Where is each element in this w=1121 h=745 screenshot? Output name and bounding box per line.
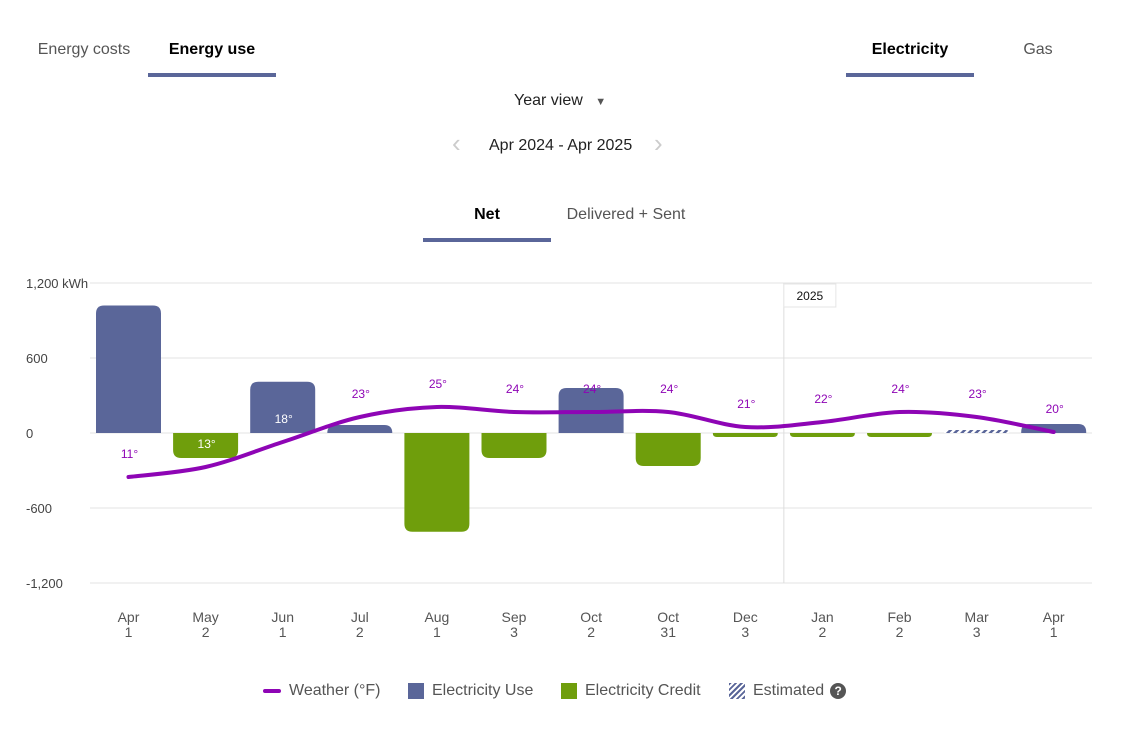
- chevron-right-icon[interactable]: ›: [654, 128, 663, 158]
- x-tick-month: Sep: [502, 609, 527, 625]
- electricity-use-bar: [1021, 424, 1087, 433]
- x-tick-month: Oct: [657, 609, 679, 625]
- x-tick-month: Apr: [118, 609, 140, 625]
- x-tick-month: Mar: [965, 609, 989, 625]
- y-tick-label: -1,200: [26, 576, 63, 591]
- electricity-use-bar: [250, 381, 316, 433]
- question-circle-icon[interactable]: ?: [830, 683, 847, 699]
- electricity-credit-bar: [867, 433, 932, 437]
- x-tick-day: 1: [1050, 624, 1058, 640]
- legend-label: Electricity Credit: [585, 682, 701, 699]
- x-tick-day: 2: [202, 624, 210, 640]
- weather-line: [126, 404, 1056, 479]
- legend-label: Estimated: [753, 682, 825, 699]
- caret-down-icon: ▼: [595, 96, 607, 108]
- x-tick-month: Jun: [271, 609, 294, 625]
- x-tick-day: 1: [433, 624, 441, 640]
- electricity-credit-bar: [635, 433, 701, 466]
- x-tick-day: 2: [819, 624, 827, 640]
- legend-label: Electricity Use: [432, 682, 534, 699]
- tab-energy-costs[interactable]: Energy costs: [37, 41, 131, 58]
- legend-estimated: Estimated ?: [729, 682, 847, 700]
- year-marker-box: [783, 283, 837, 308]
- x-tick-day: 1: [279, 624, 287, 640]
- x-tick-month: Apr: [1043, 609, 1065, 625]
- tab-gas[interactable]: Gas: [1023, 41, 1053, 58]
- y-tick-label: -600: [26, 501, 52, 516]
- estimated-bar: [944, 430, 1010, 433]
- legend-label: Weather (°F): [289, 682, 381, 699]
- y-tick-label: 0: [26, 426, 33, 441]
- x-tick-day: 1: [125, 624, 133, 640]
- weather-label: 23°: [352, 387, 370, 401]
- view-select-value: Year view: [514, 92, 583, 109]
- hatched-square-icon: [729, 683, 745, 699]
- y-tick-label: 1,200 kWh: [26, 276, 88, 291]
- chevron-left-icon[interactable]: ‹: [452, 128, 461, 158]
- line-legend-icon: [263, 689, 281, 693]
- x-tick-day: 3: [510, 624, 518, 640]
- electricity-credit-bar: [173, 433, 239, 458]
- weather-label: 22°: [814, 392, 832, 406]
- x-tick-day: 2: [356, 624, 364, 640]
- x-tick-month: May: [192, 609, 218, 625]
- weather-label: 21°: [737, 397, 755, 411]
- x-tick-day: 2: [587, 624, 595, 640]
- tab-energy-use[interactable]: Energy use: [168, 41, 256, 58]
- tab-underline: [148, 73, 276, 77]
- electricity-credit-bar: [789, 433, 855, 437]
- weather-label: 24°: [891, 382, 909, 396]
- tab-underline: [846, 73, 974, 77]
- weather-label: 18°: [275, 412, 293, 426]
- x-tick-month: Feb: [887, 609, 911, 625]
- electricity-credit-bar: [481, 433, 547, 458]
- date-range-label: Apr 2024 - Apr 2025: [489, 137, 633, 154]
- weather-label: 20°: [1046, 402, 1064, 416]
- electricity-use-bar: [327, 425, 393, 433]
- weather-label: 23°: [969, 387, 987, 401]
- y-tick-label: 600: [26, 351, 48, 366]
- weather-label: 24°: [583, 382, 601, 396]
- x-tick-month: Oct: [580, 609, 602, 625]
- x-tick-month: Jul: [351, 609, 369, 625]
- x-tick-day: 2: [896, 624, 904, 640]
- view-select[interactable]: Year view ▼: [514, 92, 606, 110]
- weather-label: 24°: [506, 382, 524, 396]
- tab-net[interactable]: Net: [474, 206, 500, 223]
- tab-underline: [423, 238, 551, 242]
- x-tick-day: 31: [660, 624, 676, 640]
- weather-label: 24°: [660, 382, 678, 396]
- energy-chart: 1,200 kWh6000-600-1,2002025Apr1May2Jun1J…: [26, 276, 1092, 640]
- x-tick-month: Jan: [811, 609, 834, 625]
- weather-label: 13°: [198, 437, 216, 451]
- legend-electricity-use: Electricity Use: [408, 682, 533, 700]
- square-green-icon: [561, 683, 577, 699]
- x-tick-day: 3: [973, 624, 981, 640]
- x-tick-month: Aug: [424, 609, 449, 625]
- tab-electricity[interactable]: Electricity: [871, 41, 949, 58]
- x-tick-month: Dec: [733, 609, 758, 625]
- electricity-credit-bar: [712, 433, 778, 437]
- weather-label: 25°: [429, 377, 447, 391]
- weather-label: 11°: [121, 447, 138, 461]
- square-blue-icon: [408, 683, 424, 699]
- electricity-use-bar: [96, 305, 161, 433]
- year-marker-label: 2025: [796, 289, 823, 303]
- x-tick-day: 3: [741, 624, 749, 640]
- legend-weather: Weather (°F): [263, 682, 380, 700]
- tab-delivered-sent[interactable]: Delivered + Sent: [566, 206, 686, 223]
- electricity-credit-bar: [404, 433, 470, 532]
- legend-electricity-credit: Electricity Credit: [561, 682, 701, 700]
